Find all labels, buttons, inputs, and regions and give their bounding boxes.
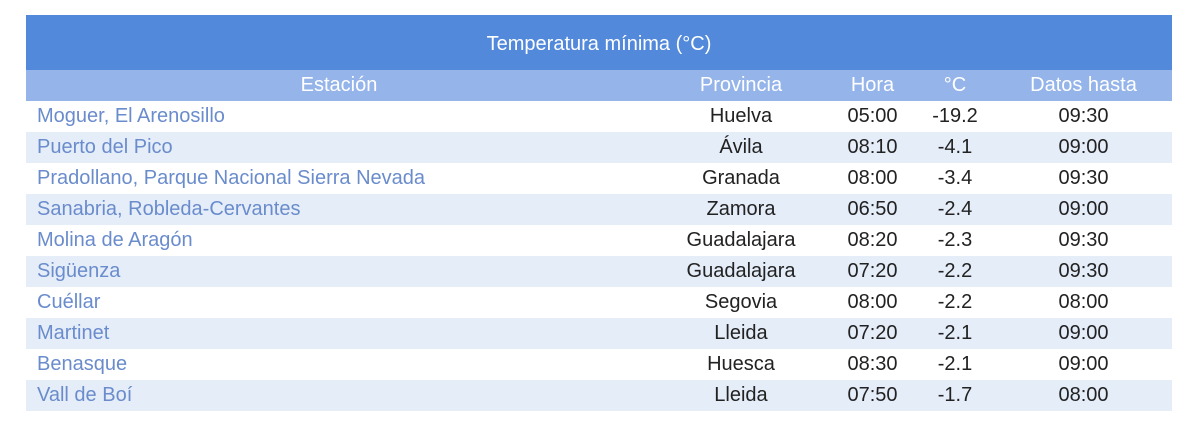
table-row: Vall de Boí Lleida 07:50 -1.7 08:00 xyxy=(26,380,1172,411)
table-cell: -2.4 xyxy=(915,194,995,225)
station-link[interactable]: Benasque xyxy=(37,353,128,375)
table-cell: 08:00 xyxy=(1058,291,1109,313)
station-link[interactable]: Molina de Aragón xyxy=(37,229,193,251)
table-cell: 09:30 xyxy=(1058,229,1109,251)
table-row: Sigüenza Guadalajara 07:20 -2.2 09:30 xyxy=(26,256,1172,287)
station-link[interactable]: Sigüenza xyxy=(26,256,652,287)
table-cell: 05:00 xyxy=(847,105,898,127)
table-cell: 09:30 xyxy=(1058,167,1109,189)
table-cell: Huesca xyxy=(707,353,775,375)
table-cell: 09:00 xyxy=(995,132,1172,163)
table-cell: -2.1 xyxy=(915,318,995,349)
table-title: Temperatura mínima (°C) xyxy=(26,15,1172,70)
table-row: Puerto del Pico Ávila 08:10 -4.1 09:00 xyxy=(26,132,1172,163)
table-cell: 09:30 xyxy=(995,256,1172,287)
table-cell: 08:30 xyxy=(847,353,898,375)
station-link[interactable]: Moguer, El Arenosillo xyxy=(37,105,225,127)
table-cell: Ávila xyxy=(652,132,830,163)
table-cell: 07:20 xyxy=(830,318,915,349)
table-cell: Segovia xyxy=(704,291,778,313)
table-cell: 07:50 xyxy=(830,380,915,411)
table-cell: -2.2 xyxy=(915,256,995,287)
column-header: Provincia xyxy=(652,70,830,101)
table-cell: 08:10 xyxy=(830,132,915,163)
column-header: °C xyxy=(915,70,995,101)
table-cell: 09:30 xyxy=(1058,105,1109,127)
table-cell: 08:00 xyxy=(847,291,898,313)
table-widget: Temperatura mínima (°C) Estación Provinci… xyxy=(26,15,1172,411)
table-cell: Granada xyxy=(702,167,780,189)
table-body: Moguer, El Arenosillo Huelva 05:00 -19.2 09:… xyxy=(26,101,1172,411)
table-cell: 09:00 xyxy=(1058,353,1109,375)
table-row: Molina de Aragón Guadalajara 08:20 -2.3 09:3… xyxy=(26,225,1172,256)
table-cell: -4.1 xyxy=(915,132,995,163)
table-cell: Guadalajara xyxy=(686,229,796,251)
station-link[interactable]: Pradollano, Parque Nacional Sierra Nevad… xyxy=(37,167,426,189)
table-cell: 07:20 xyxy=(830,256,915,287)
station-link[interactable]: Cuéllar xyxy=(37,291,101,313)
table-row: Benasque Huesca 08:30 -2.1 09:00 xyxy=(26,349,1172,380)
data-table: Estación Provincia Hora °C Datos hasta Mogue… xyxy=(26,70,1172,411)
station-link[interactable]: Sanabria, Robleda-Cervantes xyxy=(26,194,652,225)
column-header: Hora xyxy=(830,70,915,101)
header-row: Estación Provincia Hora °C Datos hasta xyxy=(26,70,1172,101)
table-cell: 09:00 xyxy=(995,318,1172,349)
table-row: Pradollano, Parque Nacional Sierra Nevad… xyxy=(26,163,1172,194)
table-row: Moguer, El Arenosillo Huelva 05:00 -19.2 09:… xyxy=(26,101,1172,132)
table-row: Sanabria, Robleda-Cervantes Zamora 06:50 -2… xyxy=(26,194,1172,225)
table-cell: -2.2 xyxy=(937,291,973,313)
table-row: Martinet Lleida 07:20 -2.1 09:00 xyxy=(26,318,1172,349)
table-cell: Zamora xyxy=(652,194,830,225)
station-link[interactable]: Vall de Boí xyxy=(26,380,652,411)
station-link[interactable]: Martinet xyxy=(26,318,652,349)
table-cell: -2.1 xyxy=(937,353,973,375)
table-cell: -3.4 xyxy=(937,167,973,189)
table-cell: Lleida xyxy=(652,318,830,349)
table-cell: 08:20 xyxy=(847,229,898,251)
table-cell: 08:00 xyxy=(995,380,1172,411)
table-cell: Guadalajara xyxy=(652,256,830,287)
table-cell: 09:00 xyxy=(995,194,1172,225)
table-cell: -1.7 xyxy=(915,380,995,411)
station-link[interactable]: Puerto del Pico xyxy=(26,132,652,163)
table-cell: Huelva xyxy=(709,105,773,127)
table-cell: 08:00 xyxy=(847,167,898,189)
table-cell: 06:50 xyxy=(830,194,915,225)
table-row: Cuéllar Segovia 08:00 -2.2 08:00 xyxy=(26,287,1172,318)
column-header: Estación xyxy=(26,70,652,101)
column-header: Datos hasta xyxy=(995,70,1172,101)
table-cell: Lleida xyxy=(652,380,830,411)
table-cell: -2.3 xyxy=(937,229,973,251)
table-cell: -19.2 xyxy=(932,105,978,127)
